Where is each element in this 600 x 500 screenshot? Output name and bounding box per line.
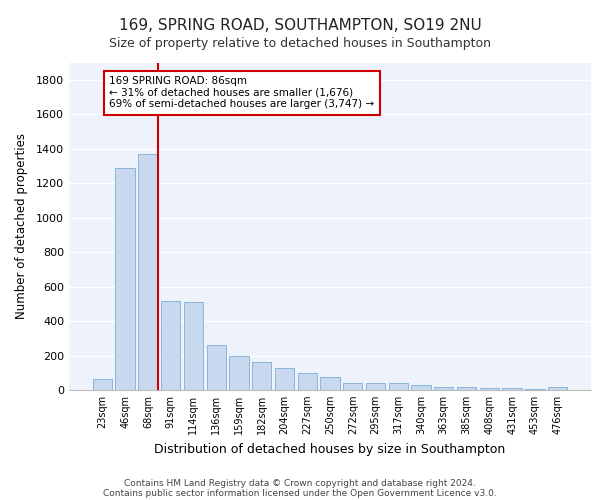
Text: Size of property relative to detached houses in Southampton: Size of property relative to detached ho… xyxy=(109,38,491,51)
Text: Contains HM Land Registry data © Crown copyright and database right 2024.: Contains HM Land Registry data © Crown c… xyxy=(124,478,476,488)
Text: 169 SPRING ROAD: 86sqm
← 31% of detached houses are smaller (1,676)
69% of semi-: 169 SPRING ROAD: 86sqm ← 31% of detached… xyxy=(109,76,374,110)
Bar xyxy=(229,356,248,390)
Bar xyxy=(115,168,135,390)
Bar xyxy=(389,384,408,390)
Text: Contains public sector information licensed under the Open Government Licence v3: Contains public sector information licen… xyxy=(103,488,497,498)
Bar xyxy=(138,154,158,390)
Bar xyxy=(343,383,362,390)
X-axis label: Distribution of detached houses by size in Southampton: Distribution of detached houses by size … xyxy=(154,442,506,456)
Bar xyxy=(366,383,385,390)
Bar xyxy=(525,389,545,390)
Bar xyxy=(457,387,476,390)
Bar xyxy=(479,388,499,390)
Bar xyxy=(434,387,454,390)
Bar xyxy=(161,301,181,390)
Bar xyxy=(184,302,203,390)
Bar xyxy=(320,377,340,390)
Bar xyxy=(93,379,112,390)
Y-axis label: Number of detached properties: Number of detached properties xyxy=(14,133,28,320)
Text: 169, SPRING ROAD, SOUTHAMPTON, SO19 2NU: 169, SPRING ROAD, SOUTHAMPTON, SO19 2NU xyxy=(119,18,481,32)
Bar xyxy=(275,368,294,390)
Bar xyxy=(206,345,226,390)
Bar xyxy=(502,388,522,390)
Bar xyxy=(298,373,317,390)
Bar xyxy=(412,385,431,390)
Bar xyxy=(548,387,567,390)
Bar xyxy=(252,362,271,390)
